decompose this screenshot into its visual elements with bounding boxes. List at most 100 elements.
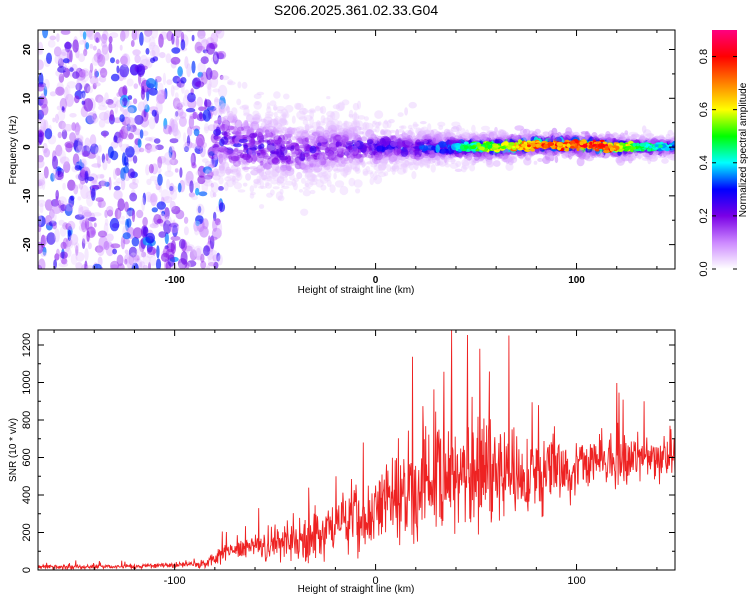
spectral-blob: [175, 209, 185, 220]
spectral-blob: [38, 83, 45, 92]
spectral-blob: [232, 113, 237, 120]
spectral-blob: [380, 130, 385, 135]
spectral-blob: [389, 156, 394, 165]
spectral-blob: [340, 167, 349, 177]
spectral-blob: [151, 44, 160, 59]
spectral-blob: [639, 134, 646, 144]
spectral-blob: [75, 252, 85, 262]
spectral-blob: [326, 179, 332, 188]
spectral-blob: [120, 215, 125, 220]
spectral-blob: [93, 222, 97, 228]
spectral-blob: [119, 64, 130, 78]
spectral-blob: [122, 232, 131, 240]
spectral-blob: [428, 152, 436, 159]
spectral-blob: [135, 247, 143, 260]
spectral-blob: [95, 146, 99, 160]
spectral-blob: [456, 124, 462, 132]
spectral-blob: [304, 171, 313, 178]
spectral-blob: [313, 166, 321, 174]
spectral-blob: [221, 161, 226, 171]
spectral-blob: [210, 182, 219, 194]
spectral-blob: [131, 262, 139, 269]
spectral-blob: [197, 62, 206, 73]
spectral-blob: [447, 132, 454, 138]
spectral-blob: [177, 182, 182, 193]
spectral-blob: [366, 161, 373, 165]
spectral-blob: [481, 125, 490, 131]
spectral-blob: [142, 255, 151, 265]
spectral-blob: [157, 155, 167, 164]
spectral-blob: [189, 142, 196, 149]
spectral-blob: [116, 65, 120, 74]
spectral-blob: [132, 155, 138, 164]
spectral-blob: [391, 165, 396, 175]
spectral-blob: [90, 226, 95, 237]
spectral-blob: [194, 41, 203, 54]
spectral-blob: [163, 92, 167, 100]
spectral-blob: [236, 173, 241, 178]
spectral-blob: [157, 82, 164, 91]
spectral-blob: [179, 167, 183, 178]
spectral-blob: [317, 142, 322, 147]
spectral-blob: [38, 199, 46, 207]
spectral-blob: [432, 137, 437, 143]
spectral-blob: [91, 163, 102, 168]
spectral-blob: [320, 105, 327, 115]
spectral-blob: [224, 149, 234, 156]
spectral-blob: [149, 42, 156, 47]
spectral-blob: [58, 73, 65, 83]
spectral-blob: [670, 157, 675, 161]
x-tick-label: 100: [567, 575, 585, 587]
spectral-blob: [83, 211, 92, 217]
spectral-blob: [170, 84, 175, 97]
spectral-blob: [100, 33, 108, 44]
spectral-blob: [156, 89, 166, 104]
spectral-blob: [499, 153, 509, 160]
spectral-blob: [337, 120, 343, 128]
spectral-blob: [61, 121, 66, 132]
spectral-blob: [272, 166, 281, 174]
spectral-blob: [473, 152, 481, 161]
spectral-blob: [409, 127, 414, 136]
spectral-blob: [268, 170, 277, 180]
spectral-blob: [213, 211, 217, 222]
spectral-blob: [186, 63, 192, 78]
spectral-blob: [106, 158, 111, 164]
spectral-blob: [54, 253, 60, 261]
spectral-blob: [101, 41, 108, 48]
spectral-blob: [94, 70, 100, 78]
spectral-blob: [114, 207, 122, 220]
spectral-blob: [437, 121, 446, 127]
spectral-blob: [133, 83, 139, 89]
spectral-blob: [209, 169, 214, 176]
spectral-blob: [334, 180, 345, 188]
spectral-blob: [195, 171, 201, 176]
spectral-blob: [49, 209, 55, 219]
y-tick-label: -10: [22, 188, 33, 203]
spectral-blob: [381, 159, 388, 169]
spectral-blob: [243, 112, 251, 117]
spectral-blob: [126, 144, 130, 149]
spectrogram-xlabel: Height of straight line (km): [298, 285, 415, 296]
spectral-blob: [127, 107, 135, 114]
spectral-blob: [452, 126, 458, 130]
spectral-blob: [377, 172, 387, 178]
spectral-blob: [419, 159, 424, 169]
spectral-blob: [386, 164, 392, 173]
spectral-blob: [51, 205, 62, 214]
spectral-peak: [654, 144, 659, 148]
spectral-blob: [83, 98, 94, 112]
spectral-blob: [93, 52, 104, 63]
spectral-peak: [530, 148, 535, 152]
spectral-blob: [141, 85, 145, 95]
spectral-blob: [78, 204, 84, 217]
spectral-blob: [220, 103, 230, 111]
spectral-blob: [144, 145, 153, 153]
spectral-blob: [272, 186, 280, 190]
spectral-blob: [348, 124, 354, 131]
spectral-peak: [475, 148, 480, 152]
spectral-blob: [291, 115, 296, 124]
spectral-blob: [343, 166, 353, 171]
spectral-blob: [38, 260, 42, 269]
spectral-blob: [196, 96, 203, 108]
